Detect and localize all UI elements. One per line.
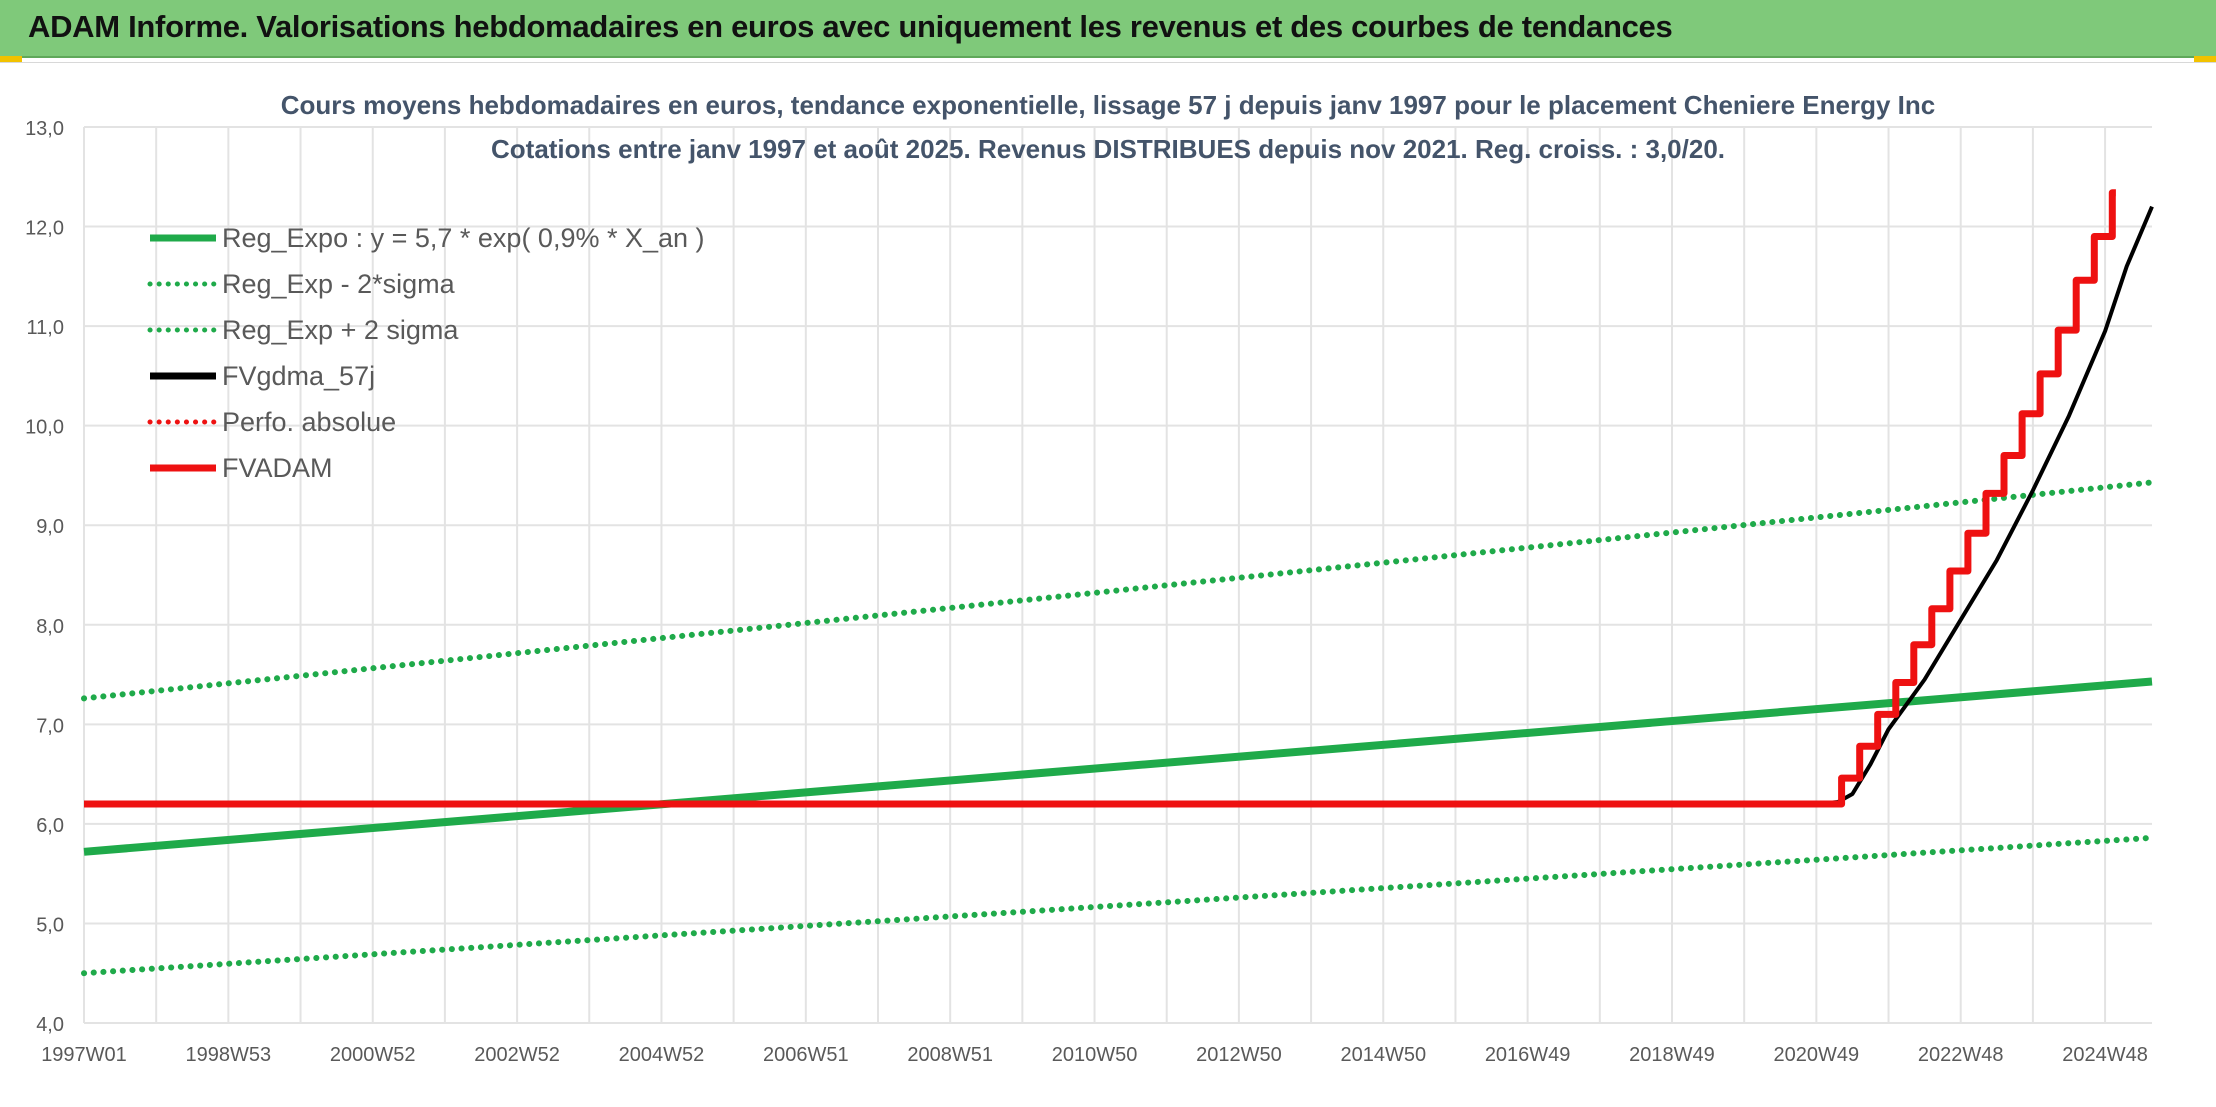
x-tick-label: 2018W49	[1629, 1044, 1715, 1066]
axis-ticks: 4,0 5,0 6,0 7,0 8,0 9,0 10,0 11,0 12,0 13,0 1997W0…	[25, 118, 2148, 1066]
report-title: ADAM Informe. Valorisations hebdomadaire…	[28, 9, 1673, 44]
series-group	[81, 189, 2155, 977]
x-tick-label: 2006W51	[763, 1044, 849, 1066]
series-line-5	[84, 189, 2116, 808]
x-tick-label: 2020W49	[1774, 1044, 1860, 1066]
chart-subtitle: Cotations entre janv 1997 et août 2025. …	[491, 134, 1725, 164]
y-tick-label: 8,0	[36, 616, 64, 638]
x-tick-label: 1997W01	[41, 1044, 127, 1066]
y-tick-label: 10,0	[25, 417, 64, 439]
x-tick-label: 2002W52	[474, 1044, 560, 1066]
x-tick-label: 2004W52	[619, 1044, 705, 1066]
x-tick-label: 2016W49	[1485, 1044, 1571, 1066]
x-tick-label: 2012W50	[1196, 1044, 1282, 1066]
chart-frame: 4,0 5,0 6,0 7,0 8,0 9,0 10,0 11,0 12,0 13,0 1997W0…	[0, 62, 2216, 1106]
series-line-1	[81, 834, 2155, 977]
x-tick-label: 1998W53	[186, 1044, 272, 1066]
chart-title: Cours moyens hebdomadaires en euros, ten…	[281, 90, 1935, 120]
legend-label-3: FVgdma_57j	[222, 361, 375, 391]
x-tick-label: 2008W51	[907, 1044, 993, 1066]
y-tick-label: 5,0	[36, 914, 64, 936]
series-line-0	[83, 677, 2153, 856]
y-tick-label: 13,0	[25, 118, 64, 140]
legend-label-2: Reg_Exp + 2 sigma	[222, 315, 459, 345]
legend-label-5: FVADAM	[222, 453, 333, 483]
y-tick-label: 9,0	[36, 516, 64, 538]
x-tick-label: 2024W48	[2062, 1044, 2148, 1066]
x-tick-label: 2022W48	[1918, 1044, 2004, 1066]
y-tick-label: 7,0	[36, 715, 64, 737]
legend-label-4: Perfo. absolue	[222, 407, 396, 437]
x-tick-label: 2010W50	[1052, 1044, 1138, 1066]
x-tick-label: 2014W50	[1340, 1044, 1426, 1066]
y-tick-label: 12,0	[25, 218, 64, 240]
banner-corner-left	[0, 56, 22, 62]
legend-label-0: Reg_Expo : y = 5,7 * exp( 0,9% * X_an )	[222, 223, 705, 253]
y-tick-label: 6,0	[36, 815, 64, 837]
banner-corner-right	[2194, 56, 2216, 62]
chart: 4,0 5,0 6,0 7,0 8,0 9,0 10,0 11,0 12,0 13,0 1997W0…	[25, 90, 2155, 1066]
legend: Reg_Expo : y = 5,7 * exp( 0,9% * X_an ) R…	[147, 223, 705, 483]
report-banner: ADAM Informe. Valorisations hebdomadaire…	[0, 0, 2216, 58]
grid	[83, 126, 2152, 1024]
y-tick-label: 11,0	[27, 317, 64, 339]
y-tick-label: 4,0	[36, 1014, 64, 1036]
legend-label-1: Reg_Exp - 2*sigma	[222, 269, 456, 299]
x-tick-label: 2000W52	[330, 1044, 416, 1066]
series-line-2	[81, 479, 2155, 702]
